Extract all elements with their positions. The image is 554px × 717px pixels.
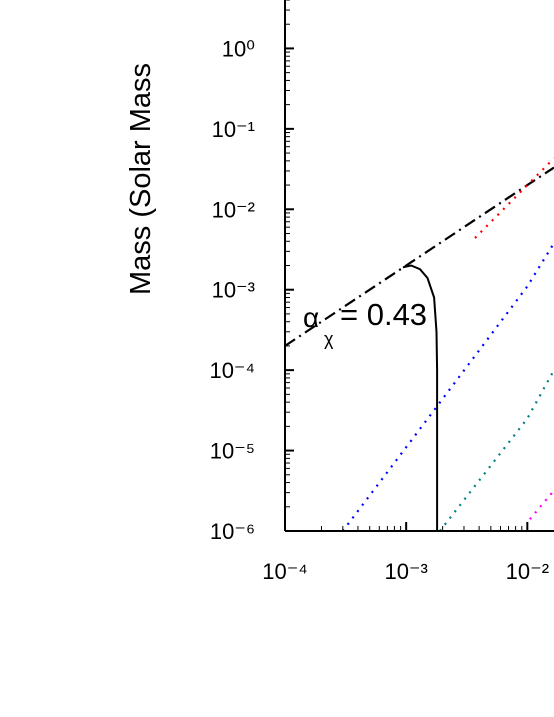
x-tick-label: 10⁻⁴	[262, 559, 308, 584]
y-tick-label: 10⁻⁴	[209, 358, 255, 383]
y-tick-label: 10⁻¹	[212, 117, 255, 142]
y-tick-label: 10⁻⁶	[210, 519, 255, 544]
x-tick-label: 10⁻³	[384, 559, 427, 584]
annotation-text: = 0.43	[340, 297, 427, 332]
y-tick-label: 10⁰	[222, 36, 255, 61]
annotation-subscript: χ	[324, 329, 334, 349]
annotation-symbol: α	[303, 302, 319, 333]
series-line	[402, 264, 439, 531]
series-line	[474, 157, 554, 239]
y-tick-label: 10⁻⁵	[210, 439, 255, 464]
x-tick-label: 10⁻²	[506, 559, 549, 584]
series-line	[284, 166, 554, 347]
y-tick-label: 10⁻³	[212, 278, 255, 303]
y-axis-label: Mass (Solar Mass	[125, 63, 157, 295]
series-line	[529, 489, 554, 520]
series-line	[439, 369, 554, 532]
y-tick-label: 10⁻²	[212, 197, 255, 222]
